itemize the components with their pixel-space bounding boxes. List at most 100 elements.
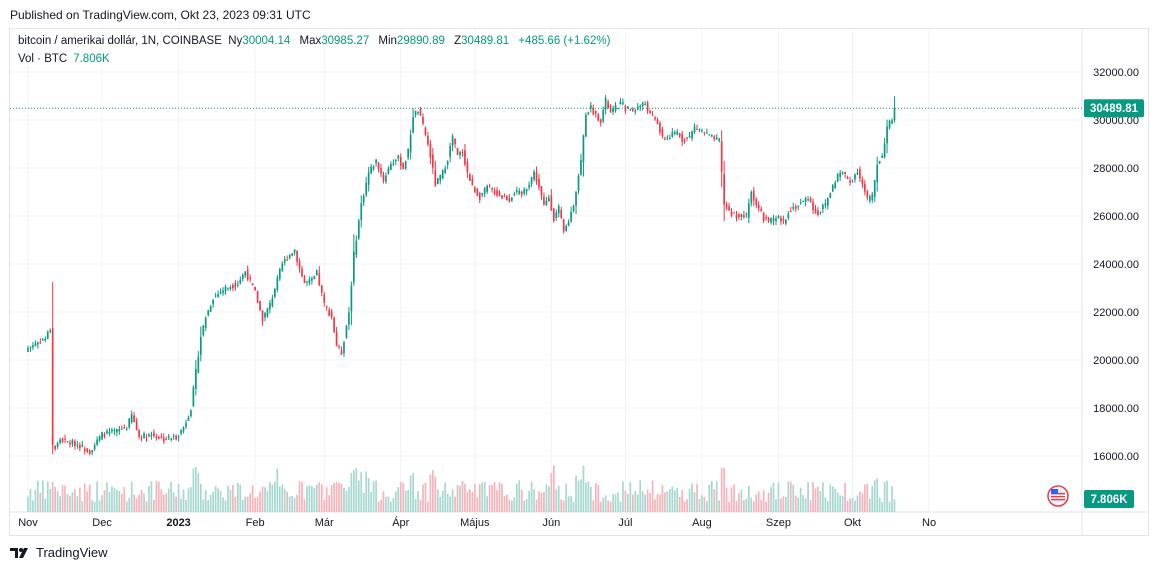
volume-bar: [888, 501, 891, 512]
volume-bar: [824, 497, 827, 512]
volume-bar: [199, 483, 202, 512]
candle-body: [222, 290, 224, 293]
candle-body: [417, 111, 419, 113]
candle-body: [449, 146, 451, 157]
candle-body: [641, 102, 644, 107]
candle-body: [708, 134, 711, 136]
candle-body: [841, 172, 844, 174]
candle-body: [831, 185, 834, 192]
candle-body: [106, 430, 108, 434]
candle-body: [81, 444, 84, 447]
candle-body: [691, 131, 693, 139]
volume-bar: [639, 480, 642, 512]
candle-body: [493, 190, 496, 195]
candle-body: [471, 178, 474, 186]
candle-body: [797, 205, 800, 208]
candle-body: [61, 438, 64, 443]
volume-bar: [441, 490, 444, 512]
volume-bar: [715, 481, 718, 512]
volume-bar: [540, 492, 543, 512]
volume-bar: [108, 491, 111, 512]
candle-body: [496, 190, 498, 196]
candle-body: [39, 342, 42, 344]
candle-body: [646, 102, 649, 112]
chart-pane[interactable]: [9, 28, 1149, 536]
tradingview-footer[interactable]: TradingView: [10, 545, 108, 560]
volume-bar: [503, 496, 506, 512]
candle-body: [461, 152, 464, 154]
volume-bar: [572, 501, 575, 512]
volume-bar: [508, 499, 511, 512]
volume-bar: [510, 500, 513, 512]
candle-body: [157, 436, 160, 439]
candle-body: [597, 113, 600, 121]
candle-body: [120, 428, 123, 430]
volume-bar: [83, 483, 86, 512]
candle-body: [41, 339, 44, 341]
candle-body: [765, 216, 767, 219]
volume-bar: [834, 488, 837, 512]
volume-bar: [278, 486, 281, 512]
volume-bar: [817, 486, 819, 512]
time-tick-label: Jún: [542, 517, 560, 529]
volume-bar: [634, 490, 637, 512]
candle-body: [607, 101, 609, 108]
volume-bar: [728, 501, 730, 512]
volume-bar: [629, 482, 632, 512]
candle-body: [789, 211, 792, 213]
candle-body: [123, 427, 126, 429]
volume-bar: [641, 491, 644, 512]
candle-body: [733, 212, 735, 214]
candle-body: [594, 110, 597, 114]
open-label: Ny: [228, 35, 243, 47]
candle-body: [673, 131, 676, 134]
candle-body: [602, 109, 605, 122]
volume-bar: [557, 485, 560, 512]
time-tick-label: Feb: [246, 517, 265, 529]
volume-bar: [518, 480, 521, 512]
candle-body: [44, 338, 47, 341]
candle-body: [868, 196, 871, 202]
candle-body: [661, 129, 664, 137]
candle-body: [427, 135, 429, 145]
volume-bar: [636, 494, 639, 512]
volume-bar: [730, 487, 733, 512]
tradingview-logo-icon: [10, 547, 28, 558]
candle-body: [355, 240, 358, 255]
volume-bar: [528, 491, 530, 512]
change-value: +485.66 (+1.62%): [518, 35, 611, 47]
candle-body: [501, 195, 503, 199]
volume-bar: [236, 482, 239, 512]
volume-bar: [873, 480, 876, 512]
volume-bar: [409, 475, 412, 512]
price-tick-label: 32000.00: [1093, 67, 1139, 79]
candle-body: [306, 281, 308, 283]
candle-body: [878, 161, 881, 164]
candle-body: [96, 439, 98, 445]
candle-body: [209, 306, 212, 312]
volume-bar: [676, 487, 679, 512]
candle-body: [29, 346, 32, 348]
volume-bar: [849, 498, 851, 512]
volume-bar: [822, 482, 824, 512]
candle-body: [738, 214, 740, 218]
volume-bar: [340, 483, 343, 512]
candle-body: [812, 201, 814, 211]
candle-body: [730, 211, 733, 216]
volume-bar: [760, 500, 763, 512]
candle-body: [698, 129, 701, 131]
volume-bar: [809, 500, 812, 512]
candle-body: [666, 137, 669, 139]
volume-bar: [525, 499, 528, 512]
candle-body: [180, 429, 182, 434]
candle-body: [269, 303, 271, 310]
volume-bar: [276, 468, 279, 512]
volume-bar: [143, 493, 145, 512]
open-value: 30004.14: [242, 35, 291, 47]
candle-body: [217, 293, 219, 297]
candle-body: [320, 285, 323, 293]
candle-body: [291, 253, 293, 256]
candle-body: [315, 270, 318, 276]
volume-bar: [668, 489, 671, 512]
